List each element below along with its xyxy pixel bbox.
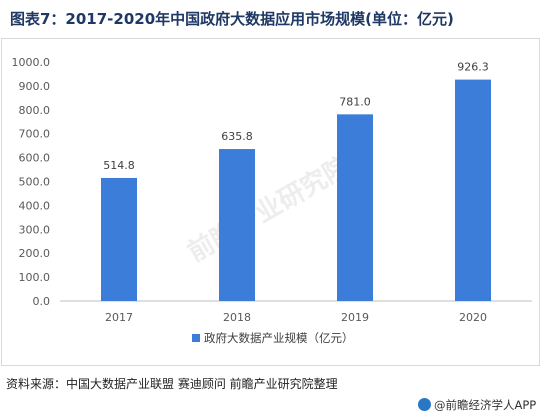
x-tick-label: 2020 — [459, 311, 487, 324]
y-tick-label: 800.0 — [19, 104, 51, 117]
bar — [219, 149, 255, 301]
x-tick-label: 2017 — [105, 311, 133, 324]
legend-label: 政府大数据产业规模（亿元） — [204, 331, 354, 345]
y-tick-label: 500.0 — [19, 176, 51, 189]
chart-title: 图表7：2017-2020年中国政府大数据应用市场规模(单位：亿元) — [10, 10, 454, 28]
y-tick-label: 100.0 — [19, 271, 51, 284]
y-tick-label: 700.0 — [19, 128, 51, 141]
y-tick-label: 900.0 — [19, 80, 51, 93]
y-tick-label: 400.0 — [19, 199, 51, 212]
bar-chart: 0.0 100.0 200.0 300.0 400.0 500.0 600.0 700.0 80… — [12, 56, 532, 345]
data-label: 781.0 — [339, 95, 371, 108]
x-tick-label: 2018 — [223, 311, 251, 324]
legend-swatch — [192, 334, 200, 342]
chart-panel: 前瞻产业研究院 0.0 100.0 200.0 300.0 400.0 500.0 600.… — [1, 38, 540, 366]
data-label: 635.8 — [221, 130, 253, 143]
bar — [337, 114, 373, 301]
x-tick-label: 2019 — [341, 311, 369, 324]
y-tick-label: 1000.0 — [12, 56, 51, 69]
brand-text: @前瞻经济学人APP — [434, 398, 537, 412]
bar — [455, 79, 491, 301]
brand-logo-icon — [418, 398, 431, 411]
y-tick-label: 300.0 — [19, 223, 51, 236]
brand-label: @前瞻经济学人APP — [418, 397, 536, 413]
data-label: 514.8 — [103, 159, 135, 172]
data-label: 926.3 — [457, 61, 489, 74]
y-tick-label: 200.0 — [19, 247, 51, 260]
source-note: 资料来源：中国大数据产业联盟 赛迪顾问 前瞻产业研究院整理 — [6, 377, 338, 391]
y-tick-label: 600.0 — [19, 152, 51, 165]
bar — [101, 177, 137, 301]
y-tick-label: 0.0 — [33, 295, 51, 308]
